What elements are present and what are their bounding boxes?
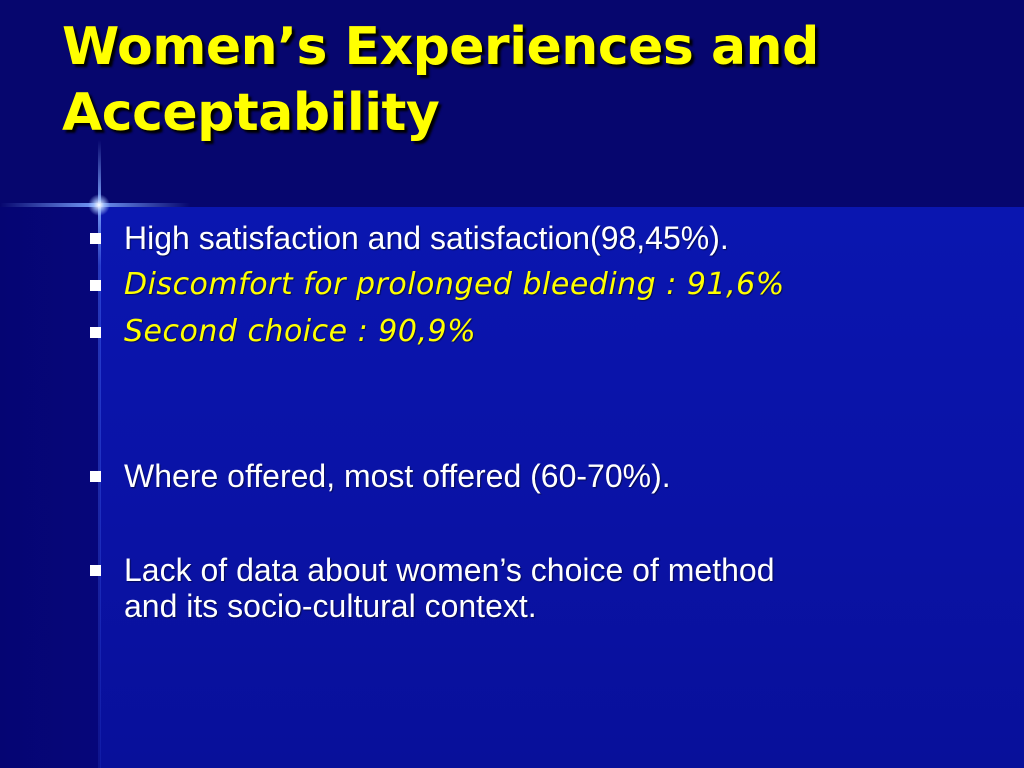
title-line-2: Acceptability bbox=[62, 83, 440, 143]
bullet-text: Second choice : 90,9% bbox=[124, 314, 477, 349]
bullet-item-second-choice: Second choice : 90,9% bbox=[88, 314, 988, 350]
title-line-1: Women’s Experiences and bbox=[62, 17, 819, 77]
bullet-item-discomfort: Discomfort for prolonged bleeding : 91,6… bbox=[88, 267, 988, 303]
bullet-text: High satisfaction and satisfaction(98,45… bbox=[124, 220, 729, 256]
sparkle-cross-icon bbox=[88, 194, 110, 216]
bullet-text-line-1: Lack of data about women’s choice of met… bbox=[124, 552, 775, 588]
sparkle-vertical-ray bbox=[98, 140, 101, 768]
square-bullet-icon bbox=[90, 565, 101, 576]
square-bullet-icon bbox=[90, 280, 101, 291]
header-band bbox=[0, 0, 1024, 207]
bullet-item-lack-of-data: Lack of data about women’s choice of met… bbox=[88, 552, 988, 624]
bullet-item-where-offered: Where offered, most offered (60-70%). bbox=[88, 458, 988, 494]
square-bullet-icon bbox=[90, 327, 101, 338]
bullet-text-line-2: and its socio-cultural context. bbox=[124, 588, 537, 624]
slide-title: Women’s Experiences and Acceptability bbox=[62, 14, 1002, 146]
bullet-item-satisfaction: High satisfaction and satisfaction(98,45… bbox=[88, 220, 988, 256]
left-band bbox=[0, 207, 100, 768]
content-panel bbox=[100, 207, 1024, 768]
square-bullet-icon bbox=[90, 471, 101, 482]
bullet-text: Where offered, most offered (60-70%). bbox=[124, 458, 671, 494]
bullet-text: Discomfort for prolonged bleeding : 91,6… bbox=[124, 267, 785, 302]
bullet-list: High satisfaction and satisfaction(98,45… bbox=[88, 220, 988, 624]
square-bullet-icon bbox=[90, 233, 101, 244]
